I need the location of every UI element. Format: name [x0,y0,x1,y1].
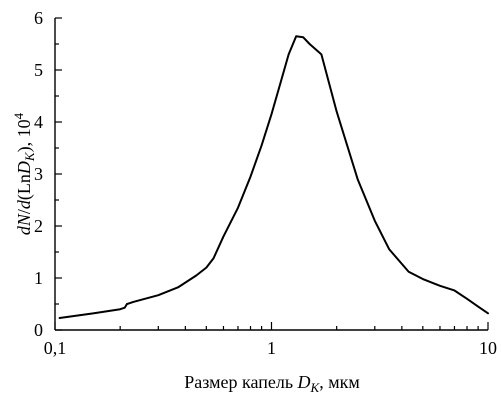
series-line-1 [58,35,489,320]
x-ticks: 0,1 1 10 [44,322,497,358]
series-layer [58,35,489,320]
x-tick-label: 0,1 [44,338,67,358]
y-tick-label: 0 [34,320,43,340]
axes-frame [54,18,488,331]
y-tick-label: 1 [34,268,43,288]
y-ticks: 0 1 2 3 4 5 6 [34,8,62,340]
y-tick-label: 5 [34,60,43,80]
x-axis-title: Размер капель DK, мкм [184,372,359,395]
y-tick-label: 2 [34,216,43,236]
y-axis-title: dN/d(LnDK), 104 [11,112,37,235]
y-tick-label: 3 [34,164,43,184]
x-tick-label: 1 [267,338,276,358]
y-tick-label: 6 [34,8,43,28]
y-tick-label: 4 [34,112,43,132]
x-tick-label: 10 [479,338,497,358]
